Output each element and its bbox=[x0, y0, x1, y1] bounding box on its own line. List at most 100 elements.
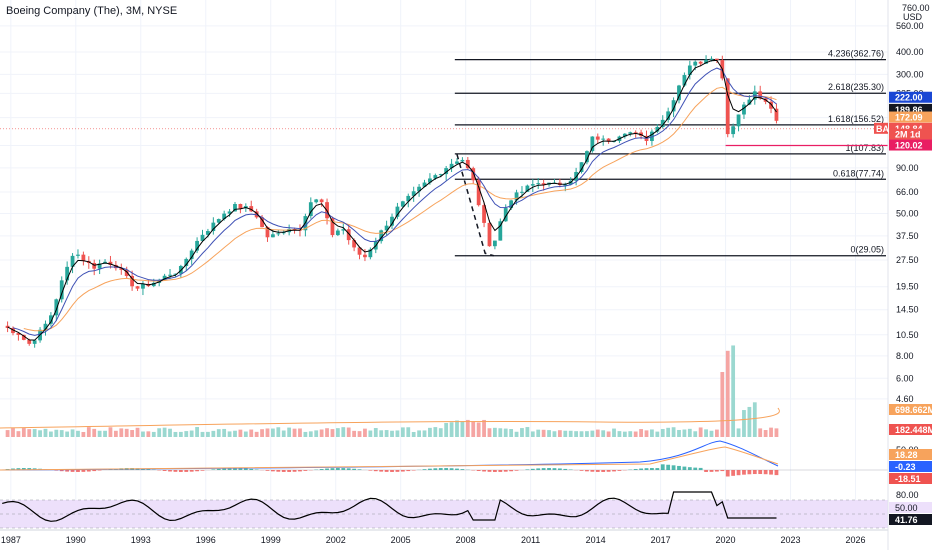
symbol-tag: BA bbox=[876, 124, 889, 134]
macd-hist-bar bbox=[715, 470, 719, 472]
volume-badge-0: 698.662M bbox=[895, 405, 932, 415]
candle-body bbox=[736, 114, 741, 127]
volume-bar bbox=[428, 427, 432, 437]
candle-body bbox=[422, 182, 427, 187]
candle-body bbox=[655, 126, 660, 132]
candle-body bbox=[666, 111, 671, 120]
macd-hist-bar bbox=[585, 470, 589, 472]
macd-hist-bar bbox=[233, 468, 237, 470]
macd-hist-bar bbox=[774, 470, 779, 476]
candle-body bbox=[682, 75, 687, 86]
volume-bar bbox=[260, 429, 264, 437]
volume-bar bbox=[400, 427, 405, 437]
price-badge-3-bg bbox=[889, 122, 932, 134]
candle-body bbox=[709, 58, 714, 60]
volume-bar bbox=[487, 428, 492, 437]
volume-bar bbox=[465, 419, 470, 437]
volume-bar bbox=[455, 420, 459, 437]
rsi-50-badge-bg bbox=[889, 502, 932, 513]
time-tick-12: 2023 bbox=[781, 535, 801, 545]
macd-hist-bar bbox=[162, 470, 167, 471]
price-badge-1-bg bbox=[889, 103, 932, 115]
volume-bar bbox=[568, 430, 573, 437]
candle-body bbox=[233, 204, 237, 212]
volume-bar bbox=[633, 431, 638, 437]
time-axis[interactable]: 1987 1990 1993 1996 1999 2002 2005 2008 2011 2014… bbox=[0, 0, 889, 550]
volume-bar bbox=[54, 429, 59, 437]
volume-bar bbox=[168, 428, 172, 437]
volume-bar bbox=[119, 428, 124, 437]
candle-body bbox=[162, 275, 167, 280]
volume-bar bbox=[11, 428, 15, 437]
volume-bar bbox=[417, 430, 421, 437]
macd-hist-bar bbox=[379, 470, 384, 472]
macd-hist-bar bbox=[552, 468, 557, 470]
macd-hist-bar bbox=[498, 470, 503, 472]
volume-bar bbox=[141, 431, 145, 437]
volume-bar bbox=[390, 430, 394, 437]
volume-bar bbox=[178, 431, 183, 437]
volume-bar bbox=[292, 428, 297, 437]
volume-bars bbox=[0, 345, 780, 437]
time-tick-10: 2017 bbox=[651, 535, 671, 545]
volume-bar bbox=[774, 428, 779, 437]
candle-body bbox=[433, 175, 438, 179]
time-tick-5: 2002 bbox=[326, 535, 346, 545]
macd-hist-bar bbox=[704, 470, 708, 472]
macd-hist-bar bbox=[541, 468, 546, 470]
volume-bar bbox=[476, 422, 481, 437]
macd-hist-bar bbox=[557, 468, 562, 470]
candle-body bbox=[216, 219, 221, 223]
candle-body bbox=[482, 205, 486, 223]
macd-hist-bar bbox=[530, 468, 535, 470]
volume-bar bbox=[579, 431, 584, 437]
macd-hist-bar bbox=[769, 470, 773, 475]
candle-body bbox=[438, 174, 443, 176]
volume-bar bbox=[243, 431, 248, 437]
volume-bar bbox=[715, 429, 719, 437]
macd-badge-0-bg bbox=[889, 449, 932, 460]
volume-bar bbox=[650, 429, 654, 437]
candle-body bbox=[769, 101, 773, 109]
macd-hist-bar bbox=[265, 470, 270, 471]
candle-body bbox=[379, 230, 384, 242]
macd-hist-bar bbox=[373, 470, 378, 472]
candle-body bbox=[281, 232, 286, 234]
volume-bar bbox=[70, 429, 75, 437]
time-tick-6: 2005 bbox=[391, 535, 411, 545]
macd-hist-bar bbox=[671, 465, 676, 470]
volume-bar bbox=[162, 427, 167, 437]
macd-hist-bar bbox=[438, 468, 443, 470]
macd-hist-bar bbox=[617, 470, 622, 471]
macd-hist-bar bbox=[303, 470, 308, 471]
candle-body bbox=[5, 325, 10, 329]
candle-body bbox=[520, 191, 524, 193]
volume-bar bbox=[373, 428, 378, 437]
macd-hist-bar bbox=[503, 470, 508, 472]
macd-hist-bar bbox=[666, 464, 671, 470]
candle-body bbox=[622, 133, 627, 137]
macd-hist-bar bbox=[428, 468, 432, 470]
macd-hist-bar bbox=[222, 468, 227, 470]
time-tick-0: 1987 bbox=[1, 535, 21, 545]
macd-hist-bar bbox=[81, 470, 86, 472]
volume-badge-1: 182.448M bbox=[895, 425, 932, 435]
macd-hist-bar bbox=[357, 469, 362, 470]
volume-bar bbox=[585, 431, 589, 437]
candle-body bbox=[70, 255, 75, 267]
time-tick-1: 1990 bbox=[66, 535, 86, 545]
volume-bar bbox=[59, 430, 64, 437]
candle-body bbox=[65, 266, 70, 281]
candle-body bbox=[460, 159, 465, 162]
candle-body bbox=[606, 138, 611, 142]
volume-bar bbox=[530, 431, 535, 437]
candle-body bbox=[43, 323, 48, 330]
macd-hist-bar bbox=[590, 470, 595, 472]
macd-hist-bar bbox=[395, 470, 400, 472]
volume-bar bbox=[151, 431, 156, 437]
price-tick-1: 400.00 bbox=[896, 47, 924, 57]
candle-body bbox=[595, 136, 600, 140]
candle-body bbox=[628, 132, 633, 134]
macd-hist-bar bbox=[368, 470, 373, 471]
